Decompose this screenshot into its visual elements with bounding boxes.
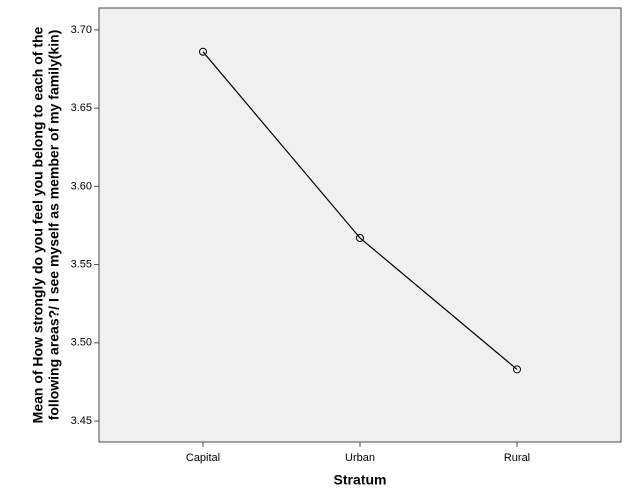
y-tick-label: 3.70	[71, 24, 92, 36]
x-axis-title: Stratum	[334, 472, 387, 488]
marker	[356, 233, 364, 242]
y-axis-title-line: following areas?/ I see myself as member…	[46, 30, 62, 421]
x-tick-label: Rural	[504, 452, 530, 464]
line	[202, 51, 518, 370]
y-tick-label: 3.50	[71, 337, 92, 349]
x-tick-label: Capital	[186, 452, 220, 464]
y-axis-title: Mean of How strongly do you feel you bel…	[30, 26, 62, 423]
y-axis-title-line: Mean of How strongly do you feel you bel…	[30, 26, 46, 423]
marker	[199, 47, 207, 56]
y-tick-label: 3.55	[71, 258, 92, 270]
y-tick-label: 3.45	[71, 415, 92, 427]
plot-area	[98, 7, 622, 443]
marker	[513, 365, 521, 374]
y-tick-label: 3.65	[71, 102, 92, 114]
x-tick-label: Urban	[345, 452, 375, 464]
y-tick-label: 3.60	[71, 180, 92, 192]
